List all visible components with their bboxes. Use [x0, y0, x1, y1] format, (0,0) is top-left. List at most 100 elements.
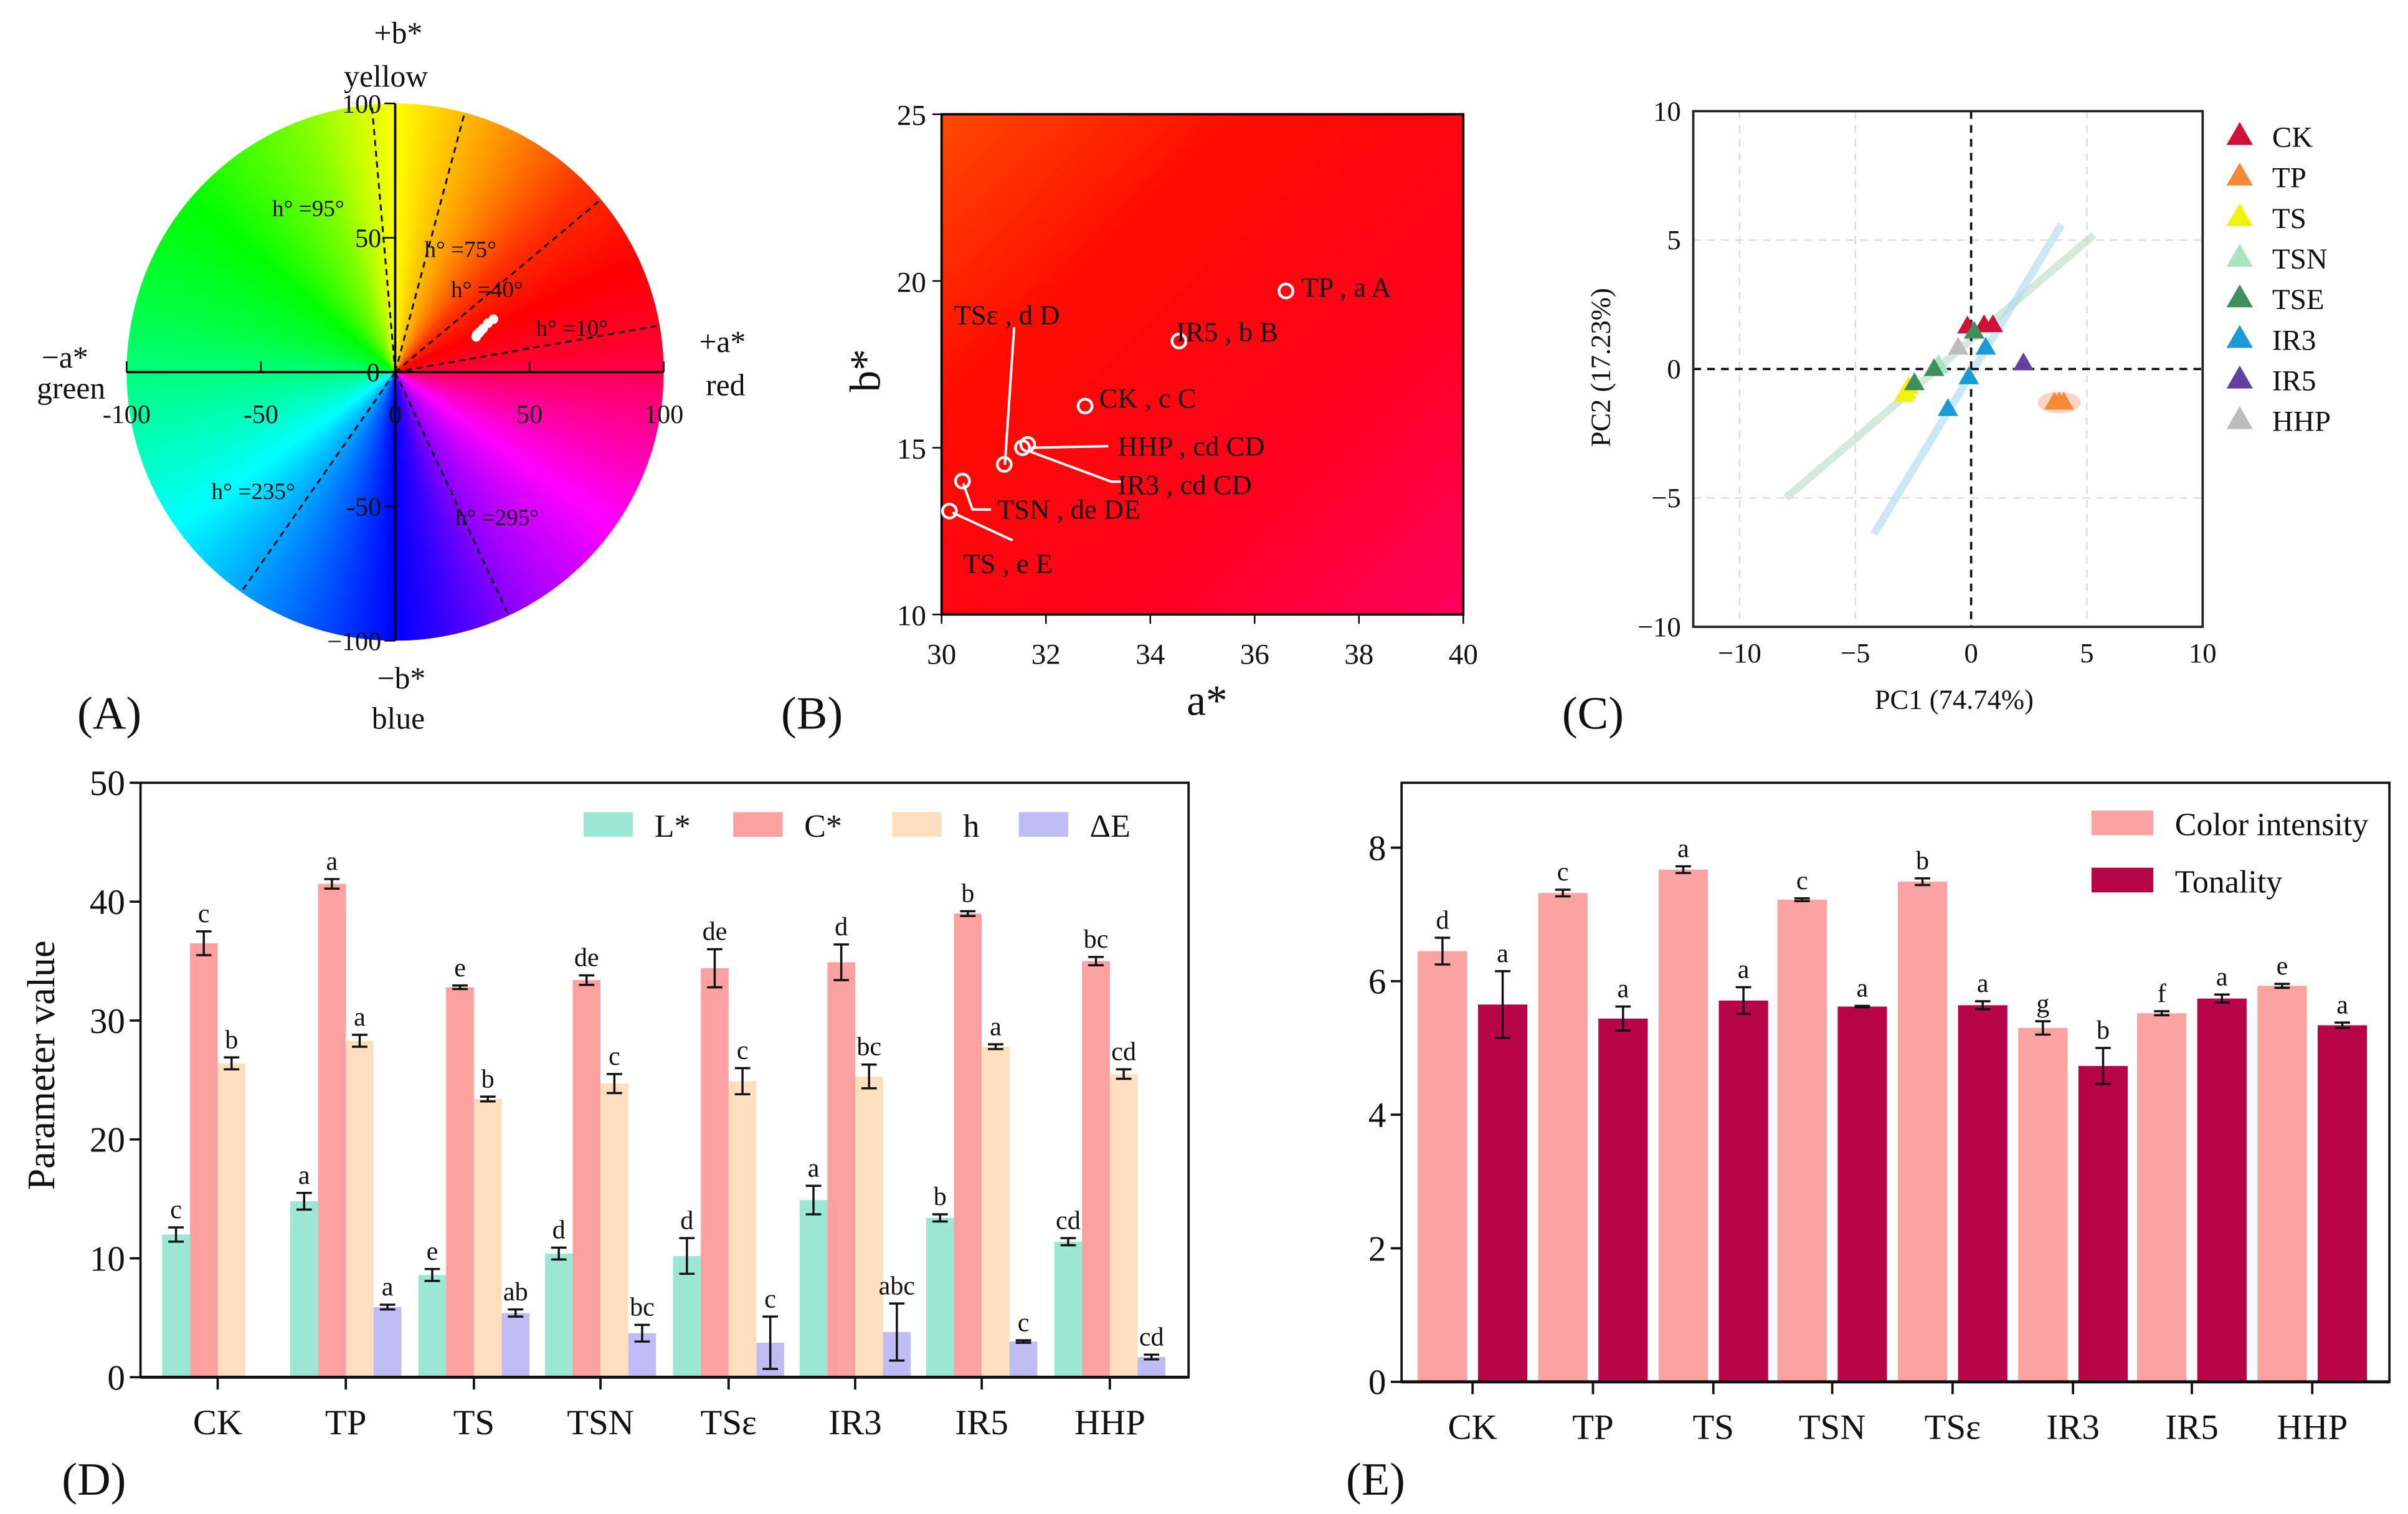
x-tick-label: 36 [1240, 639, 1269, 671]
significance-letter: cd [1139, 1322, 1164, 1351]
error-bar [1794, 897, 1810, 902]
bar-l [673, 1255, 701, 1378]
significance-letter: f [2158, 979, 2167, 1008]
panel-d-bar-chart: 01020304050CKccbTPaaaaTSeebabTSNddecbcTS… [21, 764, 1190, 1442]
error-bar [2095, 1047, 2111, 1085]
x-axis-label: a* [1187, 677, 1227, 725]
x-tick-label: 5 [2080, 637, 2093, 669]
significance-letter: ab [503, 1277, 528, 1307]
significance-letter: a [298, 1161, 310, 1190]
y-tick-label: 5 [1667, 224, 1680, 255]
x-tick-label: IR5 [955, 1403, 1008, 1442]
error-bar [889, 1302, 905, 1362]
significance-letter: b [961, 879, 974, 908]
error-bar [579, 974, 595, 986]
data-point [995, 456, 1013, 473]
bar-colorintensity [2018, 1027, 2068, 1382]
significance-letter: cd [1056, 1206, 1081, 1235]
significance-letter: a [382, 1272, 394, 1302]
significance-letter: e [454, 953, 466, 983]
error-bar [960, 910, 976, 917]
bar-h [982, 1046, 1010, 1378]
significance-letter: bc [630, 1293, 655, 1322]
error-bar [452, 984, 468, 991]
bar-tonality [1718, 1000, 1768, 1382]
significance-letter: c [198, 899, 210, 928]
x-tick-label: 100 [644, 400, 683, 429]
error-bar [551, 1246, 567, 1261]
y-tick-label: 40 [90, 883, 125, 922]
error-bar [196, 930, 212, 956]
x-tick-label: 10 [2189, 637, 2217, 669]
leader-line [1027, 449, 1124, 483]
x-tick-label: IR3 [2046, 1408, 2099, 1447]
data-point [1076, 398, 1094, 415]
error-bar [1974, 1000, 1991, 1011]
significance-letter: cd [1111, 1037, 1136, 1066]
significance-letter: b [2097, 1016, 2110, 1045]
pca-point-ir3 [1975, 336, 1996, 355]
error-bar [324, 878, 340, 890]
bar-h [217, 1063, 246, 1378]
legend-marker [2226, 244, 2253, 267]
x-tick-label: CK [193, 1403, 242, 1442]
error-bar [508, 1308, 524, 1318]
significance-letter: a [1617, 974, 1629, 1004]
bar-colorintensity [2257, 986, 2307, 1382]
panel-a-color-wheel: h° =10° h° =40° h° =75° h° =95° h° =235° h° =… [37, 16, 746, 735]
pca-point-tse [1904, 372, 1925, 391]
y-tick-label: 6 [1368, 963, 1386, 1002]
x-axis-label: PC1 (74.74%) [1875, 683, 2034, 715]
error-bar [861, 1063, 877, 1090]
legend-label: HHP [2272, 406, 2331, 438]
pca-point-ir3 [1937, 398, 1958, 416]
bar-c [189, 943, 218, 1378]
error-bar [1854, 1004, 1870, 1009]
axis-direction-label: −a* [42, 340, 88, 374]
bar-h [600, 1083, 628, 1378]
y-tick-label: 30 [90, 1002, 125, 1041]
legend-label: TP [2272, 162, 2306, 194]
plot-frame [1692, 110, 2204, 628]
y-tick-label: −10 [1638, 611, 1681, 642]
legend-label: TSN [2272, 243, 2328, 275]
bar-tonality [2317, 1025, 2368, 1382]
legend-swatch [2091, 810, 2154, 836]
x-tick-label: 0 [1964, 637, 1978, 669]
legend-label: IR3 [2272, 324, 2316, 356]
y-tick-label: 50 [90, 764, 125, 803]
x-tick-label: 30 [927, 639, 956, 671]
significance-letter: e [2277, 951, 2288, 981]
x-tick-label: 38 [1344, 639, 1373, 671]
significance-letter: a [2216, 962, 2228, 991]
data-point [1014, 439, 1031, 457]
x-tick-label: IR3 [828, 1403, 881, 1442]
bar-e [373, 1307, 402, 1378]
legend-swatch [2091, 867, 2154, 893]
bar-h [728, 1081, 757, 1378]
y-tick-label: -50 [346, 493, 381, 522]
x-tick-label: IR5 [2165, 1408, 2218, 1447]
significance-letter: g [2036, 989, 2049, 1018]
legend-swatch [583, 812, 633, 837]
significance-letter: d [835, 912, 848, 941]
axis-direction-label: +a* [699, 325, 746, 359]
legend-marker [2226, 284, 2253, 308]
x-tick-label: TP [1572, 1408, 1614, 1447]
error-bar [679, 1237, 695, 1275]
x-tick-label: 50 [516, 400, 543, 429]
error-bar [296, 1191, 312, 1211]
hue-line [394, 371, 510, 616]
axis-direction-label: green [37, 371, 105, 405]
legend-swatch [733, 812, 783, 837]
bar-c [318, 883, 346, 1378]
bar-tonality [1598, 1018, 1648, 1382]
y-tick-label: 0 [1368, 1363, 1386, 1402]
x-tick-label: TP [325, 1403, 367, 1442]
bar-l [544, 1253, 573, 1378]
error-bar [1088, 956, 1104, 967]
bar-tonality [1958, 1005, 2007, 1382]
x-tick-label: HHP [1074, 1403, 1145, 1442]
x-tick-label: 34 [1135, 639, 1165, 671]
error-bar [224, 1056, 240, 1070]
